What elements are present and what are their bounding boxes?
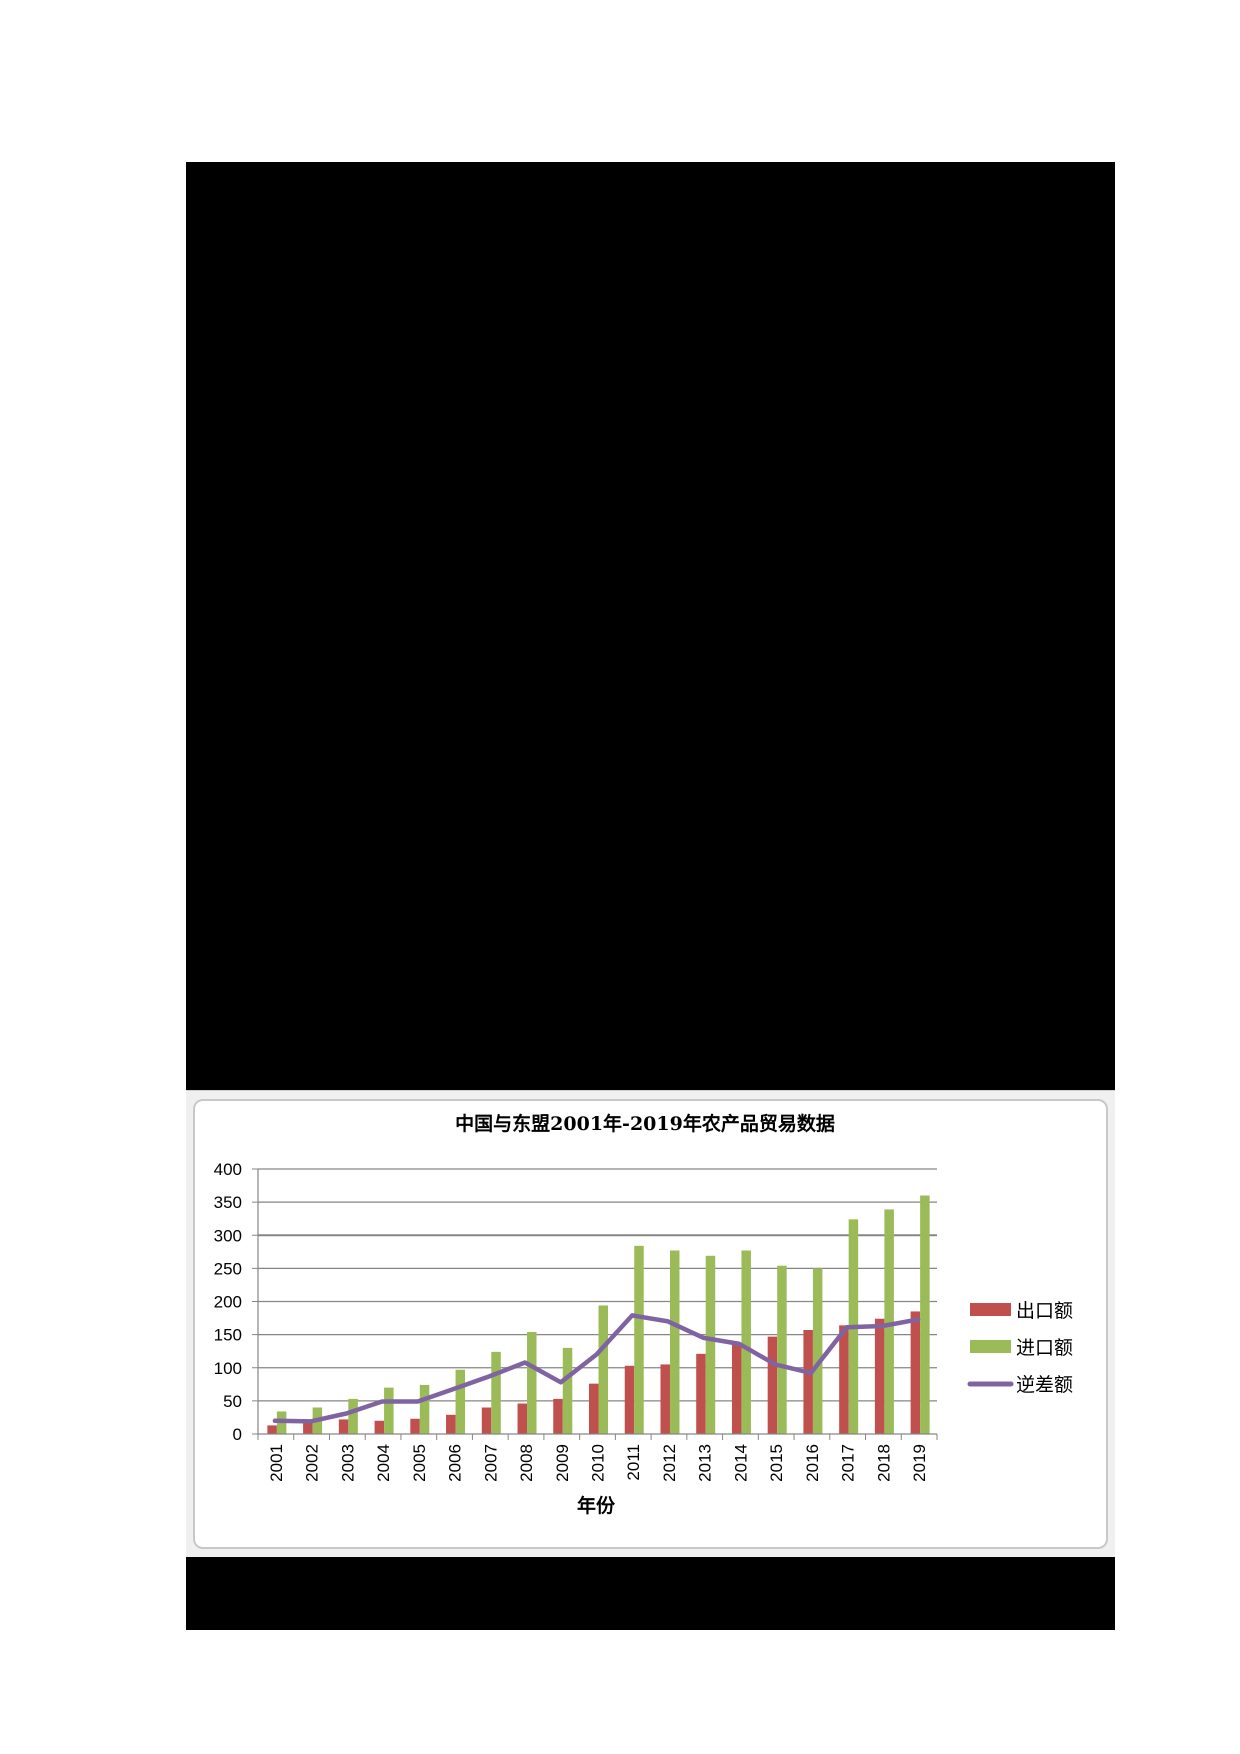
bar-export — [410, 1418, 420, 1434]
y-tick-label: 0 — [233, 1425, 242, 1444]
bar-import — [491, 1351, 501, 1434]
bar-export — [624, 1365, 635, 1434]
x-tick-label: 2018 — [874, 1444, 893, 1482]
bar-import — [777, 1265, 787, 1434]
x-tick-label: 2007 — [481, 1444, 500, 1482]
x-tick-label: 2004 — [374, 1444, 393, 1482]
bar-import — [527, 1331, 537, 1434]
bar-import — [669, 1250, 680, 1434]
x-tick-label: 2019 — [910, 1444, 929, 1482]
bar-import — [455, 1369, 466, 1434]
bar-export — [660, 1364, 670, 1434]
x-tick-label: 2009 — [553, 1444, 572, 1482]
bar-import — [884, 1209, 894, 1434]
bar-export — [338, 1419, 349, 1434]
bar-export — [446, 1414, 456, 1434]
x-axis-label: 年份 — [577, 1494, 616, 1517]
y-tick-label: 50 — [223, 1392, 242, 1411]
y-tick-label: 250 — [214, 1259, 242, 1278]
bar-import — [562, 1347, 573, 1434]
y-tick-label: 150 — [214, 1326, 242, 1345]
bars — [267, 1195, 930, 1434]
bar-export — [839, 1325, 849, 1434]
gridlines — [258, 1168, 937, 1402]
line-deficit — [272, 1313, 921, 1424]
bar-export — [303, 1420, 313, 1434]
bar-export — [517, 1403, 528, 1434]
bar-import — [598, 1305, 608, 1434]
legend-label: 逆差额 — [1016, 1374, 1073, 1396]
legend-swatch — [970, 1340, 1011, 1353]
x-tick-label: 2002 — [303, 1444, 322, 1482]
redacted-region-top — [186, 162, 1115, 1090]
x-axis-ticks: 2001 2002 2003 2004 2005 2006 2007 2008 2009 2010… — [257, 1434, 938, 1482]
x-tick-label: 2006 — [446, 1444, 465, 1482]
bar-export — [696, 1353, 706, 1434]
chart-frame[interactable] — [193, 1099, 1108, 1549]
bar-export — [803, 1329, 813, 1434]
bar-export — [910, 1311, 921, 1434]
bar-import — [920, 1195, 930, 1434]
y-tick-label: 200 — [214, 1293, 242, 1312]
y-tick-label: 300 — [214, 1226, 242, 1245]
legend-label: 进口额 — [1016, 1337, 1073, 1359]
x-tick-label: 2005 — [410, 1444, 429, 1482]
redacted-region-bottom — [186, 1557, 1115, 1630]
x-tick-label: 2001 — [267, 1444, 286, 1482]
bar-export — [267, 1425, 277, 1434]
x-tick-label: 2003 — [338, 1444, 357, 1482]
chart-title: 中国与东盟2001年-2019年农产品贸易数据 — [455, 1112, 835, 1135]
y-tick-label: 350 — [214, 1193, 242, 1212]
bar-import — [812, 1268, 823, 1434]
bar-export — [589, 1383, 599, 1434]
bar-import — [348, 1398, 358, 1434]
y-tick-label: 400 — [214, 1160, 242, 1179]
x-tick-label: 2017 — [839, 1444, 858, 1482]
y-axis-ticks: 0 50 100 150 200 250 300 350 400 — [214, 1160, 258, 1444]
bar-export — [874, 1318, 885, 1434]
bar-export — [374, 1420, 385, 1434]
bar-import — [705, 1255, 716, 1434]
deficit-line — [272, 1313, 921, 1424]
bar-import — [419, 1384, 430, 1434]
x-tick-label: 2011 — [624, 1444, 643, 1481]
legend-swatch — [970, 1303, 1011, 1316]
x-tick-label: 2012 — [660, 1444, 679, 1482]
x-tick-label: 2014 — [731, 1444, 750, 1482]
y-tick-label: 100 — [214, 1359, 242, 1378]
x-tick-label: 2008 — [517, 1444, 536, 1482]
bar-export — [481, 1407, 492, 1434]
bar-import — [741, 1250, 751, 1434]
x-tick-label: 2016 — [803, 1444, 822, 1482]
bar-import — [384, 1387, 394, 1434]
bar-export — [553, 1398, 563, 1434]
bar-import — [634, 1245, 644, 1434]
x-tick-label: 2015 — [767, 1444, 786, 1482]
x-tick-label: 2013 — [696, 1444, 715, 1482]
bar-export — [731, 1343, 742, 1434]
axes — [257, 1169, 937, 1435]
legend-label: 出口额 — [1016, 1300, 1073, 1322]
x-tick-label: 2010 — [589, 1444, 608, 1482]
bar-export — [767, 1336, 778, 1434]
